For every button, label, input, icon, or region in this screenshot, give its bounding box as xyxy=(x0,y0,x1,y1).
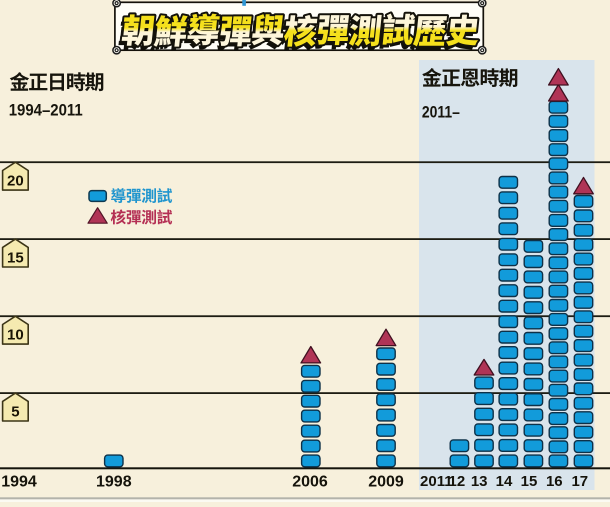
svg-text:15: 15 xyxy=(521,473,538,490)
svg-text:2006: 2006 xyxy=(292,474,328,491)
svg-text:14: 14 xyxy=(496,473,513,490)
svg-text:1994: 1994 xyxy=(1,474,37,491)
svg-text:17: 17 xyxy=(571,473,588,490)
svg-text:15: 15 xyxy=(7,249,24,266)
svg-text:5: 5 xyxy=(11,403,19,420)
svg-text:2011–: 2011– xyxy=(422,104,460,122)
svg-text:1998: 1998 xyxy=(96,474,132,491)
svg-text:10: 10 xyxy=(7,326,24,343)
svg-text:13: 13 xyxy=(471,473,488,490)
svg-text:2009: 2009 xyxy=(368,474,404,491)
svg-text:16: 16 xyxy=(546,473,563,490)
svg-text:2011: 2011 xyxy=(420,473,453,490)
svg-text:1994–2011: 1994–2011 xyxy=(9,102,83,120)
svg-text:20: 20 xyxy=(7,172,24,189)
svg-text:12: 12 xyxy=(449,473,466,490)
